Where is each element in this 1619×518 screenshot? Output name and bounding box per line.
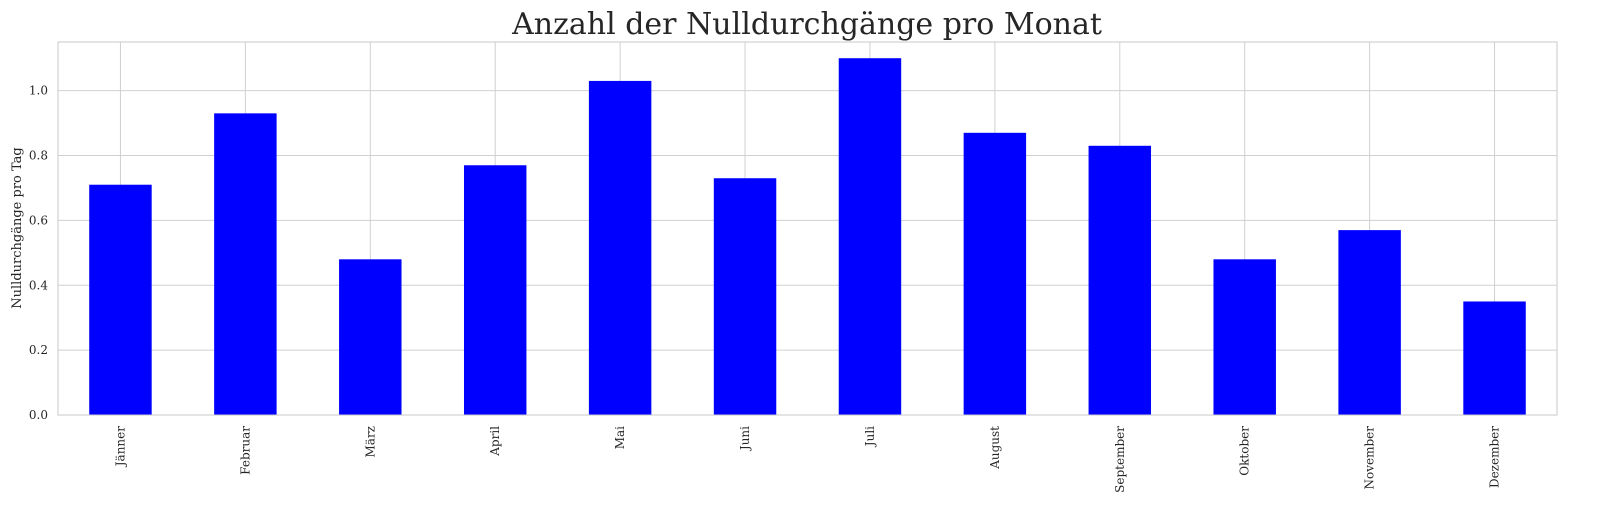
x-tick-label: November [1363,426,1377,490]
x-tick-label: Mai [613,426,627,449]
y-tick-label: 0.0 [29,408,48,422]
bar-februar [214,113,277,416]
bar-jänner [89,184,152,415]
bar-dezember [1463,301,1526,415]
y-axis-ticks: 0.0 0.2 0.4 0.6 0.8 1.0 [29,84,48,422]
x-tick-label: August [988,426,1002,470]
bar-juli [838,58,902,415]
y-axis-label: Nulldurchgänge pro Tag [10,147,25,308]
y-tick-label: 0.4 [29,278,48,292]
x-tick-label: Juni [738,426,752,452]
x-tick-label: Dezember [1488,426,1502,488]
x-axis-ticks: Jänner Februar März April Mai Juni Juli August S… [113,426,1501,493]
bar-märz [339,259,402,415]
x-tick-label: September [1113,426,1127,493]
x-tick-label: Oktober [1238,426,1252,476]
grid-lines [58,42,1557,416]
y-tick-label: 0.8 [29,149,48,163]
bar-august [963,132,1027,416]
chart-title: Anzahl der Nulldurchgänge pro Monat [511,7,1102,42]
x-tick-label: Juli [863,426,877,448]
y-tick-label: 0.2 [29,343,48,357]
x-tick-label: Jänner [113,426,127,469]
y-tick-label: 1.0 [29,84,48,98]
bars [89,58,1526,416]
bar-juni [713,178,777,415]
plot-frame [57,41,1558,416]
bar-september [1088,145,1152,415]
x-tick-label: März [363,426,377,458]
x-tick-label: Februar [238,426,252,475]
bar-oktober [1213,259,1276,415]
bar-november [1338,230,1401,415]
x-tick-label: April [488,426,502,457]
bar-mai [588,80,652,415]
bar-april [463,165,527,415]
y-tick-label: 0.6 [29,213,48,227]
